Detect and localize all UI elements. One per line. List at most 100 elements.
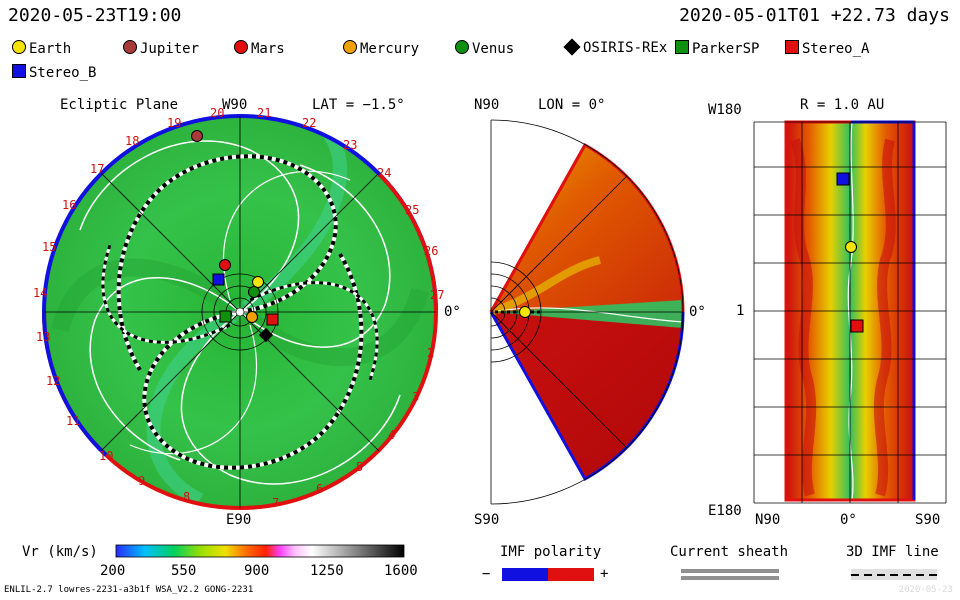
- ring-number: 9: [138, 474, 146, 488]
- meridional-right-label: 0°: [689, 304, 706, 320]
- ring-number: 16: [62, 198, 77, 212]
- latitude-bottom-left-label: E180: [708, 503, 742, 519]
- current-sheath-label: Current sheath: [670, 544, 789, 560]
- stereo-b-marker: [212, 273, 225, 286]
- venus-marker: [248, 286, 260, 298]
- footer-text: ENLIL-2.7 lowres-2231-a3b1f WSA_V2.2 GON…: [4, 585, 254, 595]
- earth-marker: [252, 276, 264, 288]
- legend-label: ParkerSP: [692, 41, 760, 57]
- ring-number: 5: [356, 460, 364, 474]
- colorbar-tick: 1250: [310, 563, 344, 579]
- legend-osiris: OSIRIS-REx: [563, 38, 668, 56]
- ecliptic-bottom-label: E90: [226, 512, 252, 528]
- imf-polarity-label: IMF polarity: [500, 544, 602, 560]
- stereo-a-marker: [266, 313, 279, 326]
- parker-marker-icon: [675, 40, 689, 54]
- colorbar-tick: 900: [244, 563, 270, 579]
- latitude-x-s90: S90: [915, 512, 941, 528]
- legend-venus: Venus: [455, 40, 514, 57]
- ring-number: 15: [42, 240, 57, 254]
- velocity-colorbar: [115, 544, 405, 558]
- meridional-plot: [489, 119, 685, 505]
- footer: ENLIL-2.7 lowres-2231-a3b1f WSA_V2.2 GON…: [4, 585, 953, 595]
- imf-line-label: 3D IMF line: [846, 544, 939, 560]
- colorbar-tick: 550: [171, 563, 197, 579]
- mars-marker: [219, 259, 231, 271]
- mars-marker-icon: [234, 40, 248, 54]
- mercury-marker: [246, 311, 258, 323]
- colorbar-tick: 200: [100, 563, 126, 579]
- ring-number: 19: [167, 116, 182, 130]
- imf-positive-swatch: [548, 568, 594, 581]
- jupiter-marker-icon: [123, 40, 137, 54]
- ring-number: 20: [210, 106, 225, 120]
- ecliptic-title: Ecliptic Plane: [60, 97, 179, 113]
- stereo-a-marker-icon: [785, 40, 799, 54]
- legend-stereo-b: Stereo_B: [12, 64, 96, 81]
- ring-number: 4: [388, 428, 396, 442]
- jupiter-marker: [191, 130, 203, 142]
- ecliptic-lat-label: LAT = −1.5°: [312, 97, 405, 113]
- legend-parker: ParkerSP: [675, 40, 759, 57]
- imf-minus-label: −: [482, 566, 491, 582]
- latitude-radius-label: R = 1.0 AU: [800, 97, 885, 113]
- sheath-swatch-top: [681, 569, 779, 573]
- colorbar-tick: 1600: [384, 563, 418, 579]
- ring-number: 7: [272, 496, 280, 510]
- ring-number: 23: [343, 138, 358, 152]
- ring-number: 27: [430, 288, 445, 302]
- ring-number: 13: [36, 330, 51, 344]
- footer-ghost: 2020-05-23: [898, 585, 953, 595]
- ring-number: 2: [427, 346, 435, 360]
- osiris-marker: [258, 327, 274, 343]
- ring-number: 22: [302, 116, 317, 130]
- legend-label: Venus: [472, 41, 515, 57]
- meridional-lon-label: LON = 0°: [538, 97, 606, 113]
- ring-number: 25: [405, 203, 420, 217]
- ring-number: 8: [183, 490, 191, 504]
- timestamp-right: 2020-05-01T01 +22.73 days: [679, 5, 950, 26]
- legend-label: Jupiter: [140, 41, 200, 57]
- ring-number: 14: [33, 286, 48, 300]
- ring-number: 11: [66, 414, 81, 428]
- stereo-a-marker-lat: [850, 319, 864, 333]
- stereo-b-marker-icon: [12, 64, 26, 78]
- earth-marker-icon: [12, 40, 26, 54]
- latitude-x-0: 0°: [840, 512, 857, 528]
- colorbar-label: Vr (km/s): [22, 544, 98, 560]
- ring-number: 6: [316, 482, 324, 496]
- earth-marker-lat: [845, 241, 857, 253]
- ring-number: 24: [377, 166, 392, 180]
- stereo-b-marker-lat: [836, 172, 850, 186]
- legend-label: Mars: [251, 41, 285, 57]
- ring-number: 18: [125, 134, 140, 148]
- meridional-bottom-label: S90: [474, 512, 500, 528]
- legend-label: OSIRIS-REx: [583, 40, 668, 56]
- ecliptic-top-label: W90: [222, 97, 248, 113]
- ring-number: 3: [412, 390, 420, 404]
- mercury-marker-icon: [343, 40, 357, 54]
- ring-number: 12: [46, 374, 61, 388]
- legend-mars: Mars: [234, 40, 285, 57]
- meridional-top-label: N90: [474, 97, 500, 113]
- ring-number: 21: [257, 106, 272, 120]
- parker-marker: [219, 310, 232, 323]
- latitude-mid-label: 1: [736, 303, 745, 319]
- timestamp-left: 2020-05-23T19:00: [8, 5, 182, 26]
- ring-number: 10: [99, 449, 114, 463]
- latitude-x-n90: N90: [755, 512, 781, 528]
- legend-stereo-a: Stereo_A: [785, 40, 869, 57]
- legend-label: Stereo_B: [29, 65, 97, 81]
- earth-marker-meridional: [519, 306, 531, 318]
- legend-label: Earth: [29, 41, 72, 57]
- legend-mercury: Mercury: [343, 40, 419, 57]
- ecliptic-right-label: 0°: [444, 304, 461, 320]
- legend-earth: Earth: [12, 40, 71, 57]
- venus-marker-icon: [455, 40, 469, 54]
- legend-label: Mercury: [360, 41, 420, 57]
- latitude-plot: [753, 120, 947, 504]
- sheath-swatch-bottom: [681, 576, 779, 580]
- legend-jupiter: Jupiter: [123, 40, 199, 57]
- ring-number: 26: [424, 244, 439, 258]
